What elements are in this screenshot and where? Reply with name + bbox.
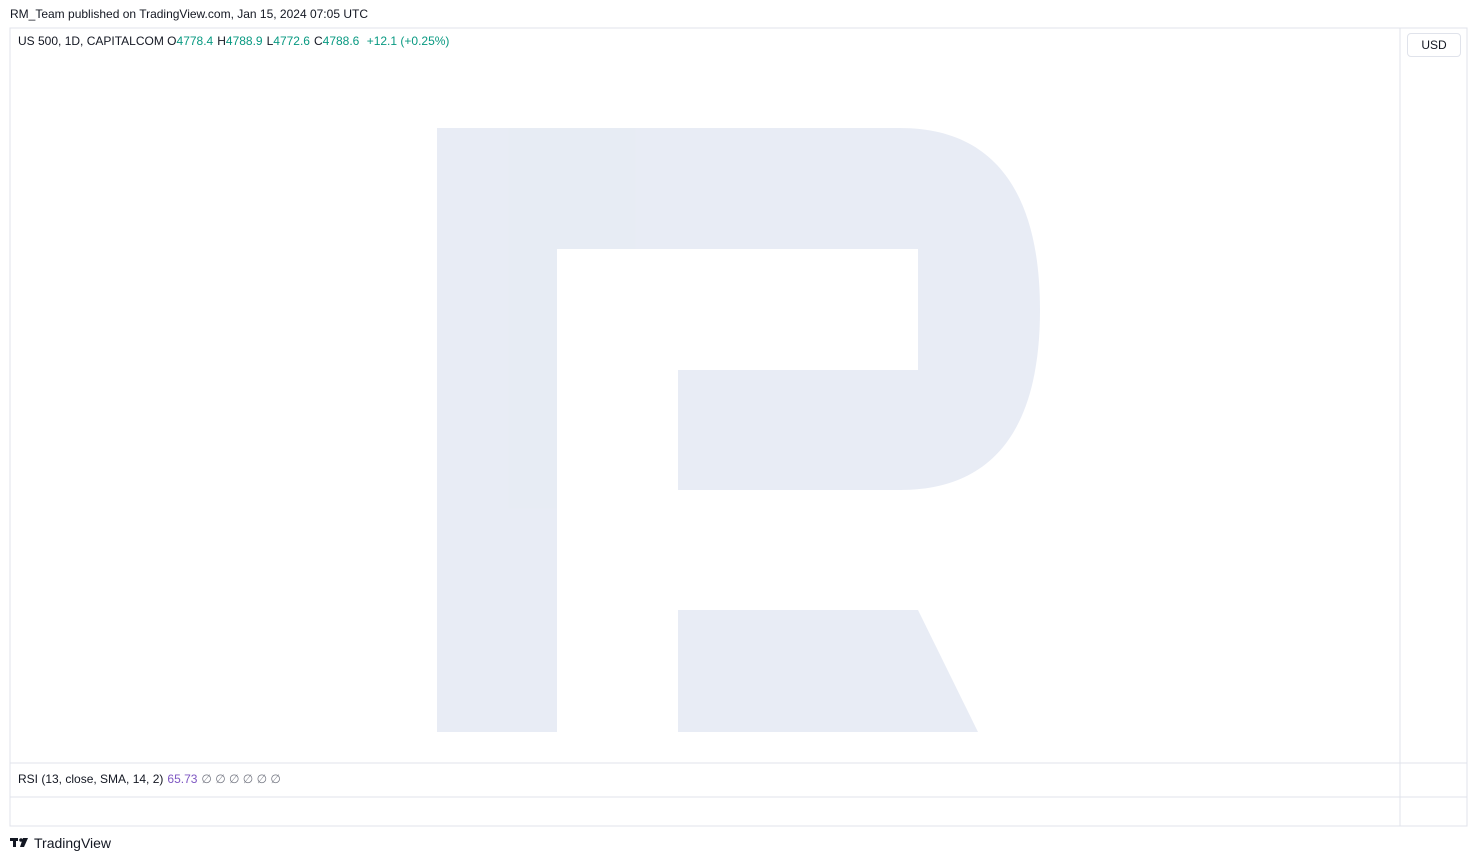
ohlc-value: 4788.6	[322, 34, 360, 48]
indicator-value: 65.73	[167, 772, 198, 786]
indicator-placeholders: ∅ ∅ ∅ ∅ ∅ ∅	[201, 772, 281, 786]
ohlc-value: 4772.6	[273, 34, 310, 48]
ohlc-label: L	[266, 34, 274, 48]
change: +12.1 (+0.25%)	[366, 34, 450, 48]
symbol: US 500, 1D, CAPITALCOM	[18, 34, 164, 48]
ohlc-value: 4788.9	[225, 34, 263, 48]
ohlc-label: C	[313, 34, 323, 48]
ohlc-label: O	[167, 34, 177, 48]
tv-logo	[10, 838, 28, 847]
ohlc-label: H	[217, 34, 226, 48]
ohlc-value: 4778.4	[176, 34, 214, 48]
publish-info: RM_Team published on TradingView.com, Ja…	[10, 7, 368, 21]
ohlc: O4778.4 H4788.9 L4772.6 C4788.6	[167, 34, 363, 48]
indicator-name: RSI (13, close, SMA, 14, 2)	[18, 772, 164, 786]
watermark	[437, 128, 1040, 732]
symbol-legend: US 500, 1D, CAPITALCOM O4778.4 H4788.9 L47…	[18, 34, 453, 48]
indicator-legend: RSI (13, close, SMA, 14, 2) 65.73 ∅ ∅ ∅ ∅ …	[18, 772, 281, 786]
brand: TradingView	[34, 835, 112, 851]
currency-button[interactable]: USD	[1407, 33, 1461, 57]
